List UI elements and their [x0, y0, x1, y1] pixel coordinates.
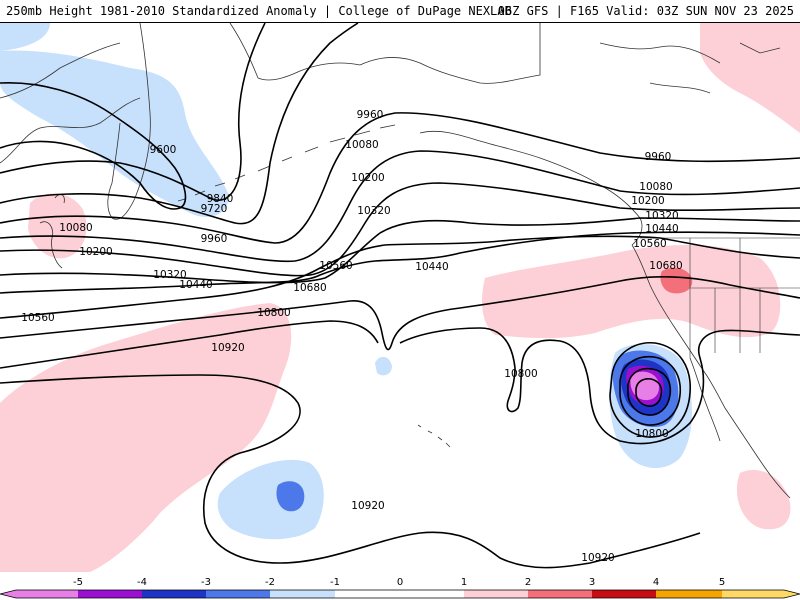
label-10440-east: 10440 [645, 223, 678, 235]
label-10800-west: 10800 [257, 307, 290, 319]
colorbar-tick-neg2: -2 [265, 577, 275, 588]
coastlines [0, 23, 800, 499]
colorbar-outline [0, 589, 800, 599]
colorbar-seg-neg4 [78, 590, 142, 598]
contour-labels: 9600 9720 9840 9960 9960 9960 10080 1008… [21, 109, 682, 564]
colorbar-tick-pos1: 1 [461, 577, 467, 588]
colorbar-arrow-right [784, 590, 800, 598]
neg-anomaly-topleft [0, 23, 50, 51]
label-10560-center: 10560 [319, 260, 352, 272]
colorbar-seg-pos5 [722, 590, 784, 598]
label-10800-mid: 10800 [504, 368, 537, 380]
label-10920-south: 10920 [351, 500, 384, 512]
anomaly-colorbar: -5 -4 -3 -2 -1 0 1 2 3 4 5 [0, 572, 800, 600]
colorbar-seg-pos3 [592, 590, 656, 598]
colorbar-seg-neg3 [142, 590, 206, 598]
label-10440-center: 10440 [415, 261, 448, 273]
label-10440-west: 10440 [179, 279, 212, 291]
anomaly-map: 9600 9720 9840 9960 9960 9960 10080 1008… [0, 23, 800, 572]
label-9960-west: 9960 [201, 233, 228, 245]
colorbar-seg-zero-neg [335, 590, 400, 598]
contour-cutoff-ring-1 [609, 342, 691, 438]
label-10680-center: 10680 [293, 282, 326, 294]
coast-kamchatka [107, 23, 151, 220]
pos-anomaly-southeast [736, 469, 791, 530]
colorbar-tick-neg1: -1 [330, 577, 340, 588]
label-10200-center: 10200 [351, 172, 384, 184]
label-10920-southeast: 10920 [581, 552, 614, 564]
model-run-info: 06Z GFS | F165 Valid: 03Z SUN NOV 23 202… [497, 4, 794, 18]
label-10320-west: 10320 [153, 269, 186, 281]
anomaly-shading [0, 23, 800, 572]
contour-10800 [0, 320, 800, 445]
coast-baja [689, 357, 791, 499]
label-9600: 9600 [150, 144, 177, 156]
coast-west-us [631, 244, 726, 409]
label-10560-east: 10560 [633, 238, 666, 250]
neg-anomaly-south-central [217, 459, 324, 540]
neg2-anomaly-south-central [276, 481, 305, 512]
pos-anomaly-california [660, 267, 693, 294]
label-10680-east: 10680 [649, 260, 682, 272]
label-10200-east: 10200 [631, 195, 664, 207]
colorbar-segments [0, 589, 800, 599]
contour-10440 [0, 231, 800, 294]
pos-anomaly-canada [700, 23, 800, 133]
label-10080-east: 10080 [639, 181, 672, 193]
colorbar-tick-pos2: 2 [525, 577, 531, 588]
contour-cutoff-ring-2 [619, 355, 681, 426]
contour-cutoff-ring-3 [627, 367, 672, 416]
label-9720: 9720 [201, 203, 228, 215]
colorbar-tick-neg5: -5 [73, 577, 83, 588]
colorbar-seg-neg2 [206, 590, 270, 598]
label-9960-east: 9960 [645, 151, 672, 163]
contour-10680 [0, 276, 800, 351]
label-10320-east: 10320 [645, 210, 678, 222]
colorbar-tick-pos4: 4 [653, 577, 659, 588]
colorbar-tick-zero: 0 [397, 577, 403, 588]
label-9960-north: 9960 [357, 109, 384, 121]
coast-bering [229, 23, 361, 81]
contour-9720 [0, 23, 266, 201]
contour-10920 [0, 374, 701, 569]
label-10080-north: 10080 [345, 139, 378, 151]
coast-hawaii [417, 424, 451, 448]
colorbar-seg-pos4 [656, 590, 722, 598]
pos-anomaly-east-pacific [482, 245, 781, 339]
contour-cutoff-ring-4 [635, 378, 663, 407]
colorbar-ticks: -5 -4 -3 -2 -1 0 1 2 3 4 5 [73, 577, 725, 588]
label-10560-west: 10560 [21, 312, 54, 324]
contour-9960 [0, 112, 800, 244]
contour-9840 [0, 23, 359, 225]
colorbar-tick-neg4: -4 [137, 577, 147, 588]
pos-anomaly-west-pacific [0, 303, 292, 572]
contour-10560 [0, 235, 800, 319]
neg-anomaly-central [375, 356, 392, 376]
colorbar-tick-pos5: 5 [719, 577, 725, 588]
colorbar-tick-pos3: 3 [589, 577, 595, 588]
label-10320-center: 10320 [357, 205, 390, 217]
colorbar-seg-pos2 [528, 590, 592, 598]
label-10800-south: 10800 [635, 428, 668, 440]
colorbar-tick-neg3: -3 [201, 577, 211, 588]
colorbar-seg-pos1 [464, 590, 528, 598]
label-9840: 9840 [207, 193, 234, 205]
colorbar-seg-zero-pos [400, 590, 464, 598]
neg-anomaly-kamchatka [0, 50, 229, 217]
coast-alaska [359, 23, 643, 246]
colorbar-seg-neg1 [270, 590, 335, 598]
contour-10200 [0, 182, 800, 277]
contour-10080 [0, 150, 800, 263]
label-10080-japan: 10080 [59, 222, 92, 234]
label-10200-west: 10200 [79, 246, 112, 258]
contour-10320 [0, 217, 800, 284]
pos-anomaly-japan [28, 193, 87, 259]
map-header: 250mb Height 1981-2010 Standardized Anom… [0, 0, 800, 23]
height-contours [0, 23, 800, 569]
coast-canada-islands [599, 42, 781, 94]
colorbar-arrow-left [0, 590, 16, 598]
map-title: 250mb Height 1981-2010 Standardized Anom… [6, 4, 512, 18]
label-10920-west: 10920 [211, 342, 244, 354]
colorbar-seg-neg5 [16, 590, 78, 598]
